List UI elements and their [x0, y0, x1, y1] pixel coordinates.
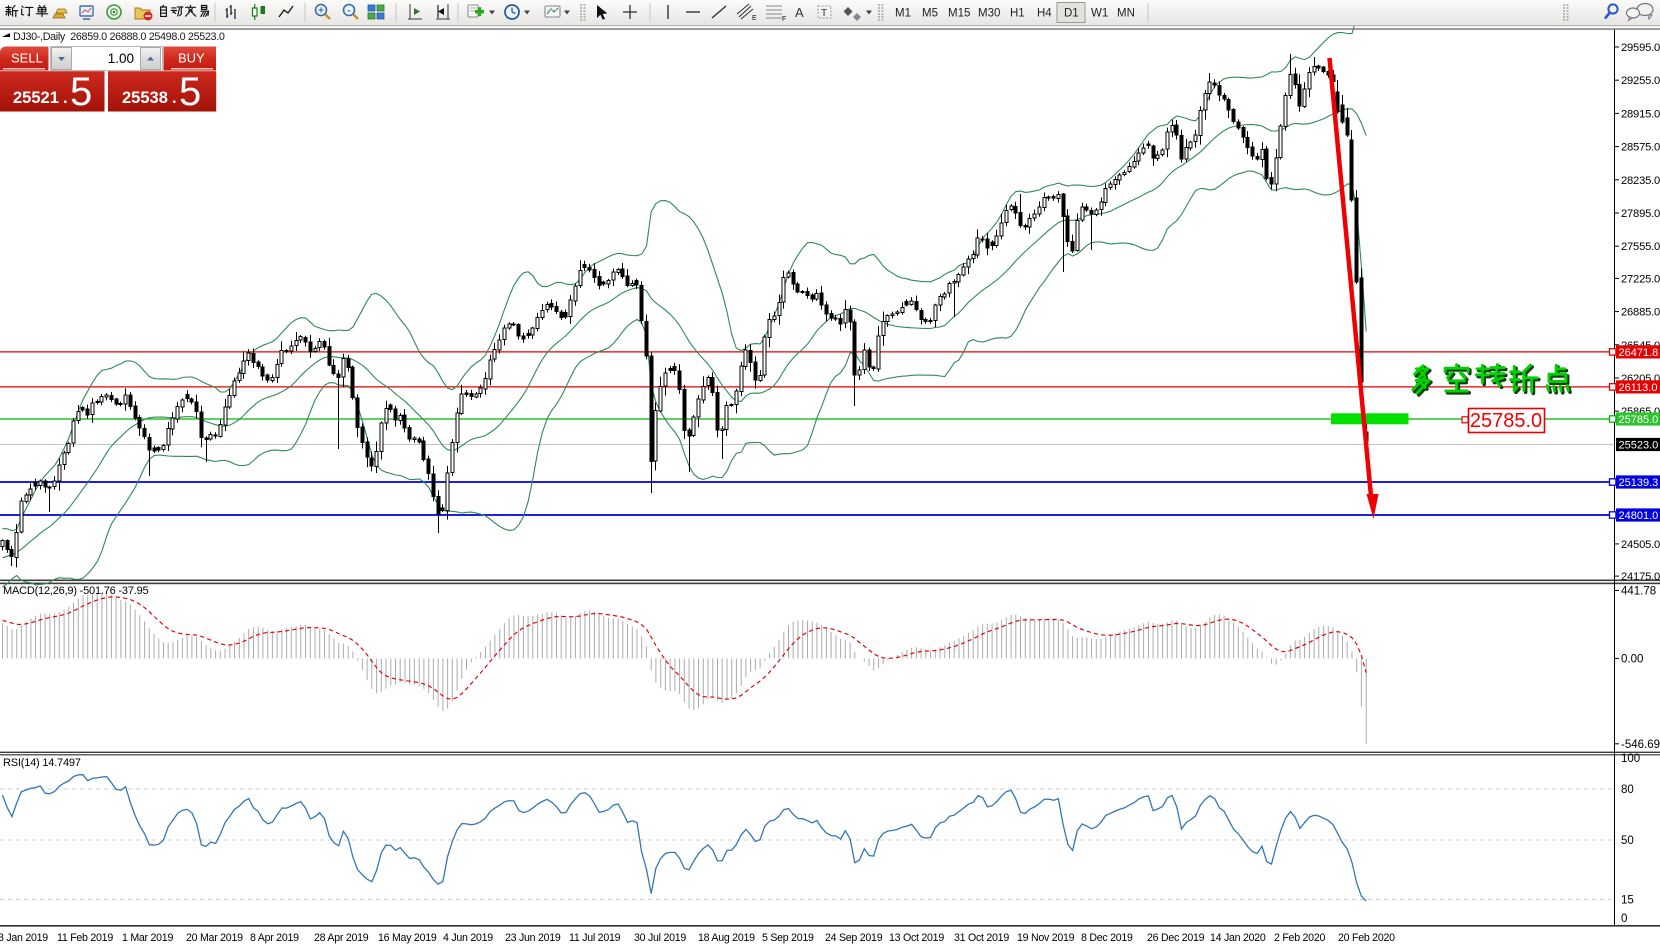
- svg-text:MACD(12,26,9) -501.76 -37.95: MACD(12,26,9) -501.76 -37.95: [3, 585, 149, 597]
- svg-text:27895.0: 27895.0: [1621, 208, 1660, 220]
- svg-text:11 Jul 2019: 11 Jul 2019: [569, 932, 621, 944]
- svg-text:-: -: [347, 6, 350, 17]
- svg-text:E: E: [752, 15, 757, 22]
- svg-text:M15: M15: [948, 8, 970, 20]
- svg-text:30 Jul 2019: 30 Jul 2019: [634, 932, 686, 944]
- svg-text:24505.0: 24505.0: [1621, 539, 1660, 551]
- svg-text:5: 5: [70, 70, 92, 114]
- svg-text:5 Sep 2019: 5 Sep 2019: [762, 932, 814, 944]
- svg-text:27225.0: 27225.0: [1621, 273, 1660, 285]
- svg-text:20 Mar 2019: 20 Mar 2019: [186, 932, 243, 944]
- svg-text:D1: D1: [1064, 8, 1079, 20]
- svg-text:15: 15: [1621, 895, 1634, 907]
- svg-text:23 Jun 2019: 23 Jun 2019: [505, 932, 561, 944]
- svg-text:25785.0: 25785.0: [1619, 414, 1659, 426]
- svg-text:80: 80: [1621, 784, 1634, 796]
- svg-text:29595.0: 29595.0: [1621, 42, 1660, 54]
- svg-text:26 Dec 2019: 26 Dec 2019: [1147, 932, 1205, 944]
- svg-text:11 Feb 2019: 11 Feb 2019: [57, 932, 113, 944]
- svg-text:0: 0: [1621, 913, 1627, 925]
- svg-text:24175.0: 24175.0: [1621, 571, 1660, 583]
- svg-text:0.00: 0.00: [1621, 653, 1643, 665]
- svg-text:.: .: [172, 89, 177, 107]
- svg-text:50: 50: [1621, 835, 1634, 847]
- svg-text:20 Feb 2020: 20 Feb 2020: [1338, 932, 1395, 944]
- svg-text:26113.0: 26113.0: [1619, 382, 1658, 394]
- svg-text:13 Oct 2019: 13 Oct 2019: [889, 932, 944, 944]
- svg-text:4 Jun 2019: 4 Jun 2019: [443, 932, 493, 944]
- svg-text:28235.0: 28235.0: [1621, 175, 1660, 187]
- svg-text:M1: M1: [895, 8, 911, 20]
- svg-text:H1: H1: [1010, 8, 1025, 20]
- svg-text:W1: W1: [1091, 8, 1108, 20]
- svg-text:26885.0: 26885.0: [1621, 307, 1660, 319]
- svg-text:BUY: BUY: [178, 51, 205, 66]
- svg-text:.: .: [63, 89, 68, 107]
- svg-text:16 May 2019: 16 May 2019: [378, 932, 437, 944]
- svg-text:DJ30-,Daily 26859.0 26888.0 2: DJ30-,Daily 26859.0 26888.0 25498.0 2552…: [13, 31, 225, 43]
- svg-text:18 Aug 2019: 18 Aug 2019: [698, 932, 755, 944]
- svg-text:100: 100: [1621, 753, 1640, 765]
- svg-text:25521: 25521: [13, 89, 59, 107]
- svg-text:27555.0: 27555.0: [1621, 241, 1660, 253]
- svg-text:8 Apr 2019: 8 Apr 2019: [250, 932, 299, 944]
- svg-text:25139.3: 25139.3: [1619, 477, 1659, 489]
- svg-text:25538: 25538: [122, 89, 168, 107]
- svg-text:29255.0: 29255.0: [1621, 75, 1660, 87]
- svg-text:SELL: SELL: [11, 51, 43, 66]
- svg-text:H4: H4: [1037, 8, 1052, 20]
- svg-text:28915.0: 28915.0: [1621, 108, 1660, 120]
- svg-text:2 Feb 2020: 2 Feb 2020: [1274, 932, 1325, 944]
- svg-text:5: 5: [179, 70, 201, 114]
- svg-text:14 Jan 2020: 14 Jan 2020: [1210, 932, 1266, 944]
- svg-text:MN: MN: [1117, 8, 1135, 20]
- svg-text:28575.0: 28575.0: [1621, 142, 1660, 154]
- svg-text:25523.0: 25523.0: [1619, 440, 1659, 452]
- svg-text:31 Oct 2019: 31 Oct 2019: [954, 932, 1009, 944]
- svg-text:F: F: [782, 16, 786, 23]
- svg-text:1.00: 1.00: [108, 51, 134, 66]
- svg-text:3 Jan 2019: 3 Jan 2019: [0, 932, 48, 944]
- svg-text:19 Nov 2019: 19 Nov 2019: [1017, 932, 1075, 944]
- svg-text:8 Dec 2019: 8 Dec 2019: [1081, 932, 1133, 944]
- svg-text:1 Mar 2019: 1 Mar 2019: [122, 932, 173, 944]
- svg-text:24801.0: 24801.0: [1619, 510, 1659, 522]
- svg-text:RSI(14) 14.7497: RSI(14) 14.7497: [3, 757, 81, 769]
- svg-text:M5: M5: [922, 8, 938, 20]
- svg-text:441.78: 441.78: [1621, 586, 1656, 598]
- svg-text:24 Sep 2019: 24 Sep 2019: [825, 932, 883, 944]
- svg-text:A: A: [795, 5, 804, 20]
- svg-text:+: +: [318, 6, 324, 17]
- svg-text:26471.8: 26471.8: [1619, 347, 1659, 359]
- svg-text:25785.0: 25785.0: [1470, 410, 1542, 432]
- svg-text:T: T: [821, 8, 827, 19]
- svg-text:M30: M30: [978, 8, 1000, 20]
- svg-text:-546.69: -546.69: [1621, 739, 1660, 751]
- svg-text:28 Apr 2019: 28 Apr 2019: [314, 932, 369, 944]
